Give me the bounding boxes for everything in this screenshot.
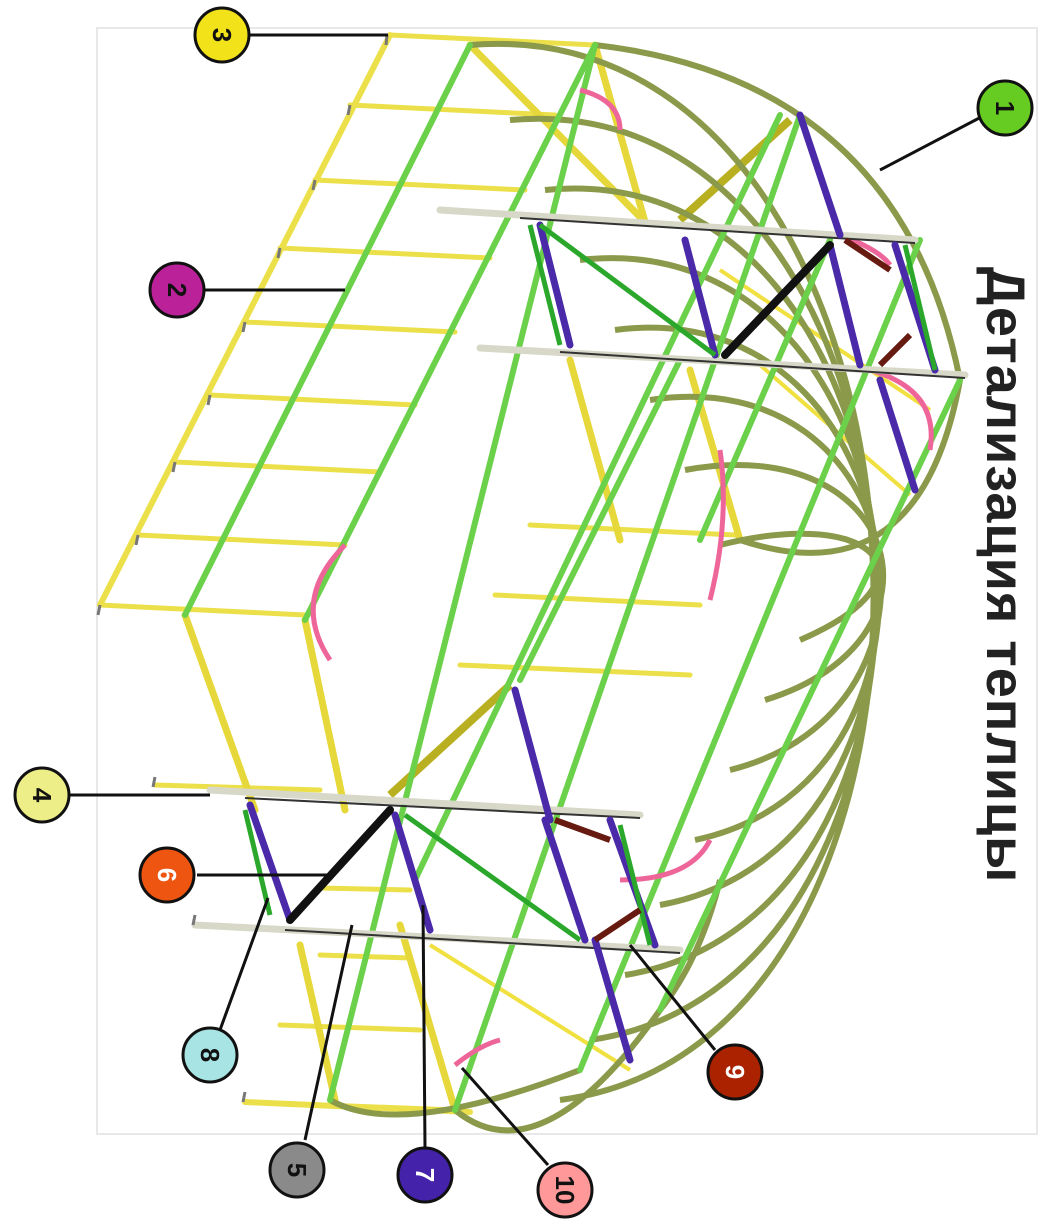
callout-1: 1 [976,79,1034,137]
callout-number-8: 8 [195,1048,225,1062]
diagram-frame [96,27,1038,1135]
callout-2: 2 [148,261,206,319]
callout-number-10: 10 [550,1176,580,1205]
callout-circle-2 [148,261,206,319]
stakes [96,34,389,1103]
callout-number-9: 9 [720,1065,750,1079]
black-braces [286,241,834,924]
callout-6: 6 [138,846,196,904]
outer-arch-2 [453,879,723,1134]
callout-number-2: 2 [162,283,192,297]
callout-4: 4 [13,766,71,824]
outer-arch-3 [328,1067,582,1118]
dark-red-braces [553,237,913,943]
door-side-rails [242,222,938,946]
end-frame-posts [181,41,744,1114]
callout-7: 7 [396,1146,454,1204]
callout-5: 5 [268,1141,326,1199]
callout-circle-6 [138,846,196,904]
callout-circle-4 [13,766,71,824]
callouts: 1 2 3 4 5 6 7 8 9 10 [13,6,1034,1219]
callout-number-7: 7 [410,1168,440,1182]
callout-3: 3 [193,6,251,64]
callout-circle-10 [536,1161,594,1219]
leader-5 [303,924,354,1141]
callout-circle-8 [181,1026,239,1084]
callout-number-4: 4 [27,788,57,803]
outer-arch-1 [594,42,964,556]
callout-number-1: 1 [990,101,1020,115]
callout-number-5: 5 [282,1163,312,1177]
callout-8: 8 [181,1026,239,1084]
callout-number-3: 3 [207,28,237,42]
callout-circle-1 [976,79,1034,137]
leader-lines [70,33,986,1166]
leader-10 [460,1067,550,1166]
callout-circle-3 [193,6,251,64]
diagram-title: Детализация теплицы [975,266,1035,884]
callout-circle-9 [706,1043,764,1101]
callout-10: 10 [536,1161,594,1219]
callout-circle-7 [396,1146,454,1204]
callout-circle-5 [268,1141,326,1199]
callout-9: 9 [706,1043,764,1101]
leader-1 [879,113,986,172]
leader-9 [628,944,717,1051]
leader-7 [421,904,427,1149]
base-rails [97,32,473,1115]
callout-number-6: 6 [152,868,182,882]
leader-8 [218,897,270,1031]
